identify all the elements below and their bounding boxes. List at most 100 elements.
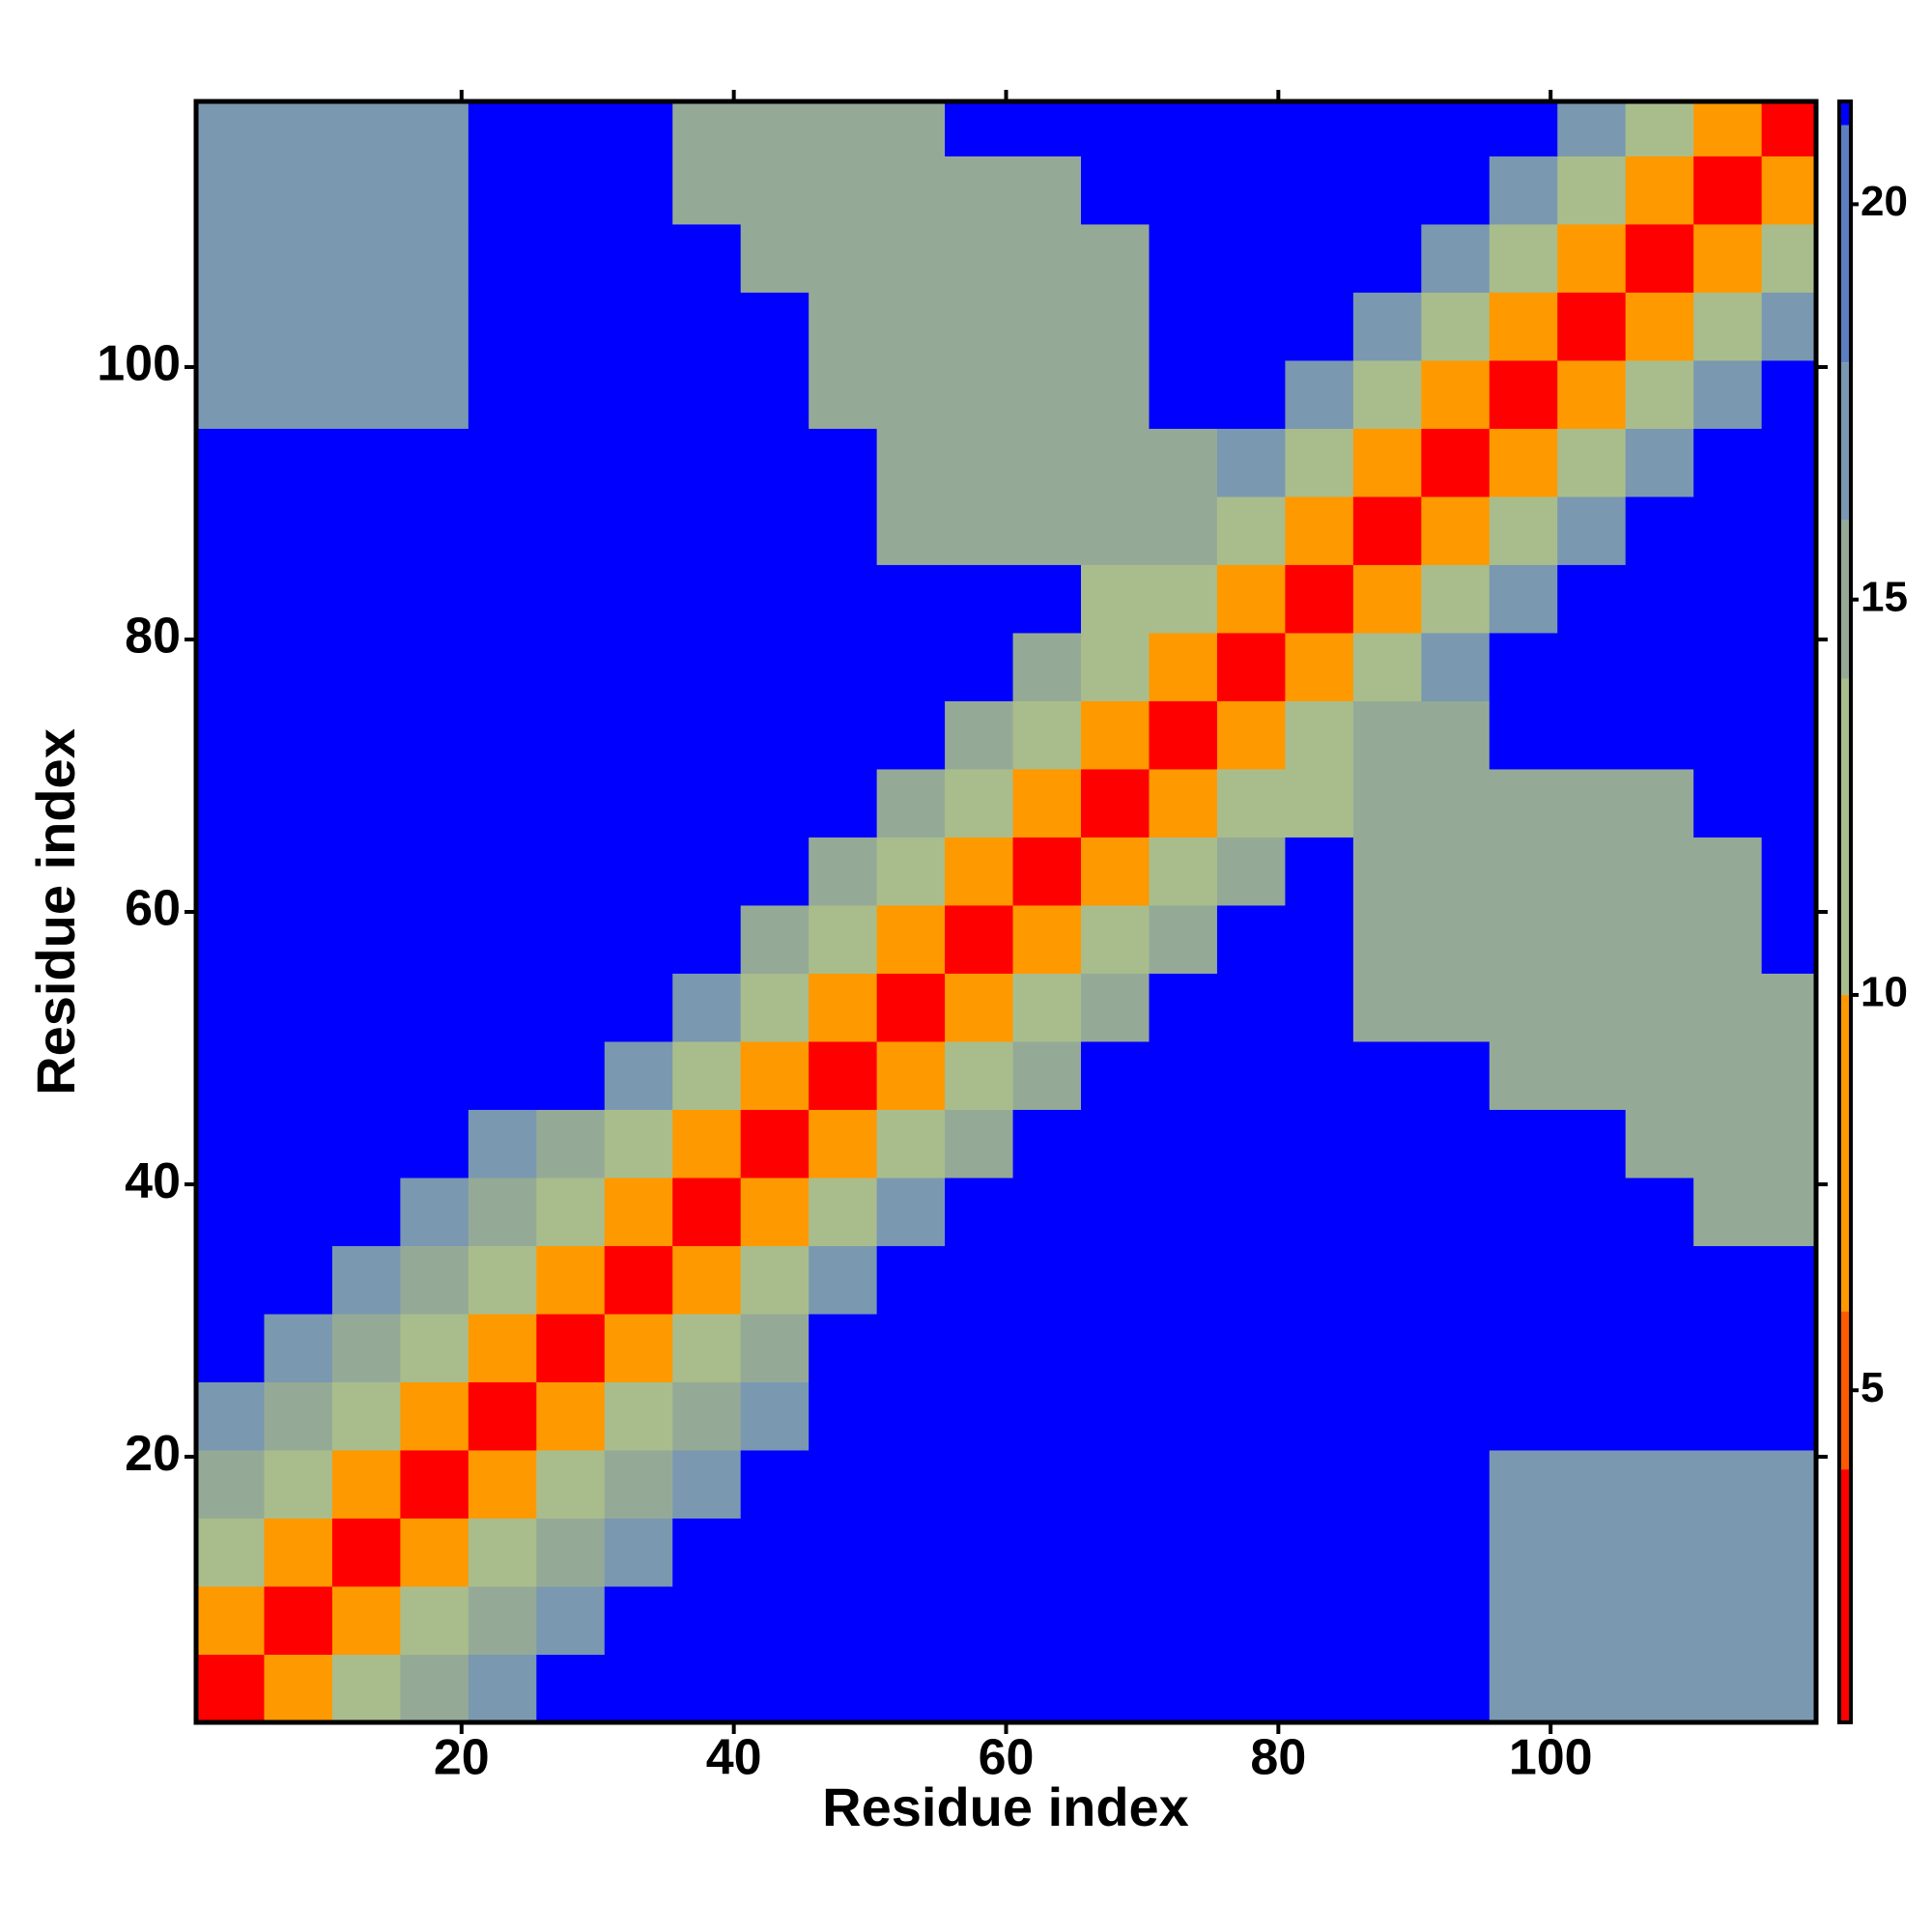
heatmap-cell [1352, 904, 1422, 974]
heatmap-cell [1081, 1654, 1150, 1722]
heatmap-cell [536, 1177, 606, 1246]
heatmap-cell [468, 496, 537, 565]
heatmap-cell [331, 1449, 401, 1519]
heatmap-cell [331, 1381, 401, 1451]
heatmap-cell [264, 700, 333, 770]
heatmap-cell [468, 700, 537, 770]
heatmap-cell [740, 359, 810, 429]
heatmap-cell [1557, 768, 1627, 838]
colorbar-segment [1839, 1469, 1851, 1722]
heatmap-cell [264, 1177, 333, 1246]
colorbar-segment [1839, 1311, 1851, 1470]
heatmap-cell [740, 564, 810, 634]
heatmap-cell [1421, 359, 1491, 429]
heatmap-cell [1285, 1177, 1354, 1246]
heatmap-cell [809, 1245, 878, 1315]
heatmap-cell [1421, 1245, 1491, 1315]
heatmap-cell [331, 904, 401, 974]
heatmap-cell [672, 1040, 742, 1110]
heatmap-cell [1557, 1654, 1627, 1722]
heatmap-cell [1285, 101, 1354, 156]
heatmap-cell [1761, 837, 1816, 906]
heatmap-cell [1489, 700, 1558, 770]
heatmap-cell [1149, 101, 1218, 156]
heatmap-cell [1216, 1245, 1286, 1315]
heatmap-cell [1761, 904, 1816, 974]
heatmap-cell [468, 1381, 537, 1451]
heatmap-cell [1489, 632, 1558, 701]
heatmap-cell [1149, 1245, 1218, 1315]
heatmap-cell [945, 973, 1014, 1042]
heatmap-cell [536, 1381, 606, 1451]
heatmap-cell [604, 700, 673, 770]
heatmap-cell [400, 1381, 469, 1451]
heatmap-cell [1421, 973, 1491, 1042]
heatmap-cell [264, 1109, 333, 1179]
heatmap-cell [536, 632, 606, 701]
heatmap-cell [331, 156, 401, 225]
heatmap-cell [1625, 1654, 1694, 1722]
heatmap-cell [536, 292, 606, 361]
heatmap-cell [1149, 156, 1218, 225]
heatmap-cell [1557, 101, 1627, 156]
heatmap-cell [604, 1177, 673, 1246]
heatmap-cell [1557, 973, 1627, 1042]
heatmap-cell [945, 156, 1014, 225]
heatmap-cell [1421, 1449, 1491, 1519]
heatmap-cell [1489, 564, 1558, 634]
heatmap-cell [1625, 904, 1694, 974]
x-tick-label: 60 [979, 1730, 1035, 1786]
heatmap-cell [1557, 1245, 1627, 1315]
heatmap-cell [1761, 292, 1816, 361]
heatmap-cell [1081, 1518, 1150, 1587]
heatmap-cell [1216, 359, 1286, 429]
heatmap-cell [604, 1313, 673, 1382]
heatmap-cell [740, 1109, 810, 1179]
heatmap-cell [536, 156, 606, 225]
heatmap-cell [1352, 1654, 1422, 1722]
heatmap-cell [1489, 1313, 1558, 1382]
heatmap-cell [1421, 496, 1491, 565]
heatmap-cell [1761, 1177, 1816, 1246]
heatmap-cell [1761, 1313, 1816, 1382]
heatmap-cell [196, 101, 265, 156]
heatmap-cell [1352, 496, 1422, 565]
heatmap-cell [604, 496, 673, 565]
heatmap-cell [331, 1245, 401, 1315]
heatmap-cell [1625, 632, 1694, 701]
heatmap-cell [196, 156, 265, 225]
heatmap-cell [468, 101, 537, 156]
heatmap-cell [809, 1449, 878, 1519]
heatmap-cell [1557, 564, 1627, 634]
heatmap-cell [1216, 700, 1286, 770]
heatmap-cell [740, 496, 810, 565]
heatmap-cell [876, 564, 946, 634]
heatmap-cell [945, 1449, 1014, 1519]
heatmap-cell [1625, 156, 1694, 225]
heatmap-cell [196, 428, 265, 497]
heatmap-cell [1693, 904, 1763, 974]
heatmap-cell [1352, 1177, 1422, 1246]
heatmap-cell [945, 1313, 1014, 1382]
heatmap-cell [1352, 1040, 1422, 1110]
heatmap-cell [1761, 768, 1816, 838]
heatmap-cell [809, 632, 878, 701]
heatmap-cell [1216, 428, 1286, 497]
heatmap-cell [740, 1518, 810, 1587]
heatmap-cell [672, 904, 742, 974]
heatmap-cell [672, 1585, 742, 1655]
heatmap-cell [1081, 1313, 1150, 1382]
heatmap-cell [400, 156, 469, 225]
heatmap-cell [1421, 428, 1491, 497]
heatmap-cell [264, 359, 333, 429]
colorbar-segment [1839, 994, 1851, 1312]
heatmap-cell [1557, 156, 1627, 225]
heatmap-cell [876, 1177, 946, 1246]
heatmap-cell [468, 1245, 537, 1315]
heatmap-cell [536, 359, 606, 429]
heatmap-cell [1693, 973, 1763, 1042]
heatmap-cell [400, 700, 469, 770]
heatmap-cell [1081, 768, 1150, 838]
heatmap-cell [400, 1449, 469, 1519]
